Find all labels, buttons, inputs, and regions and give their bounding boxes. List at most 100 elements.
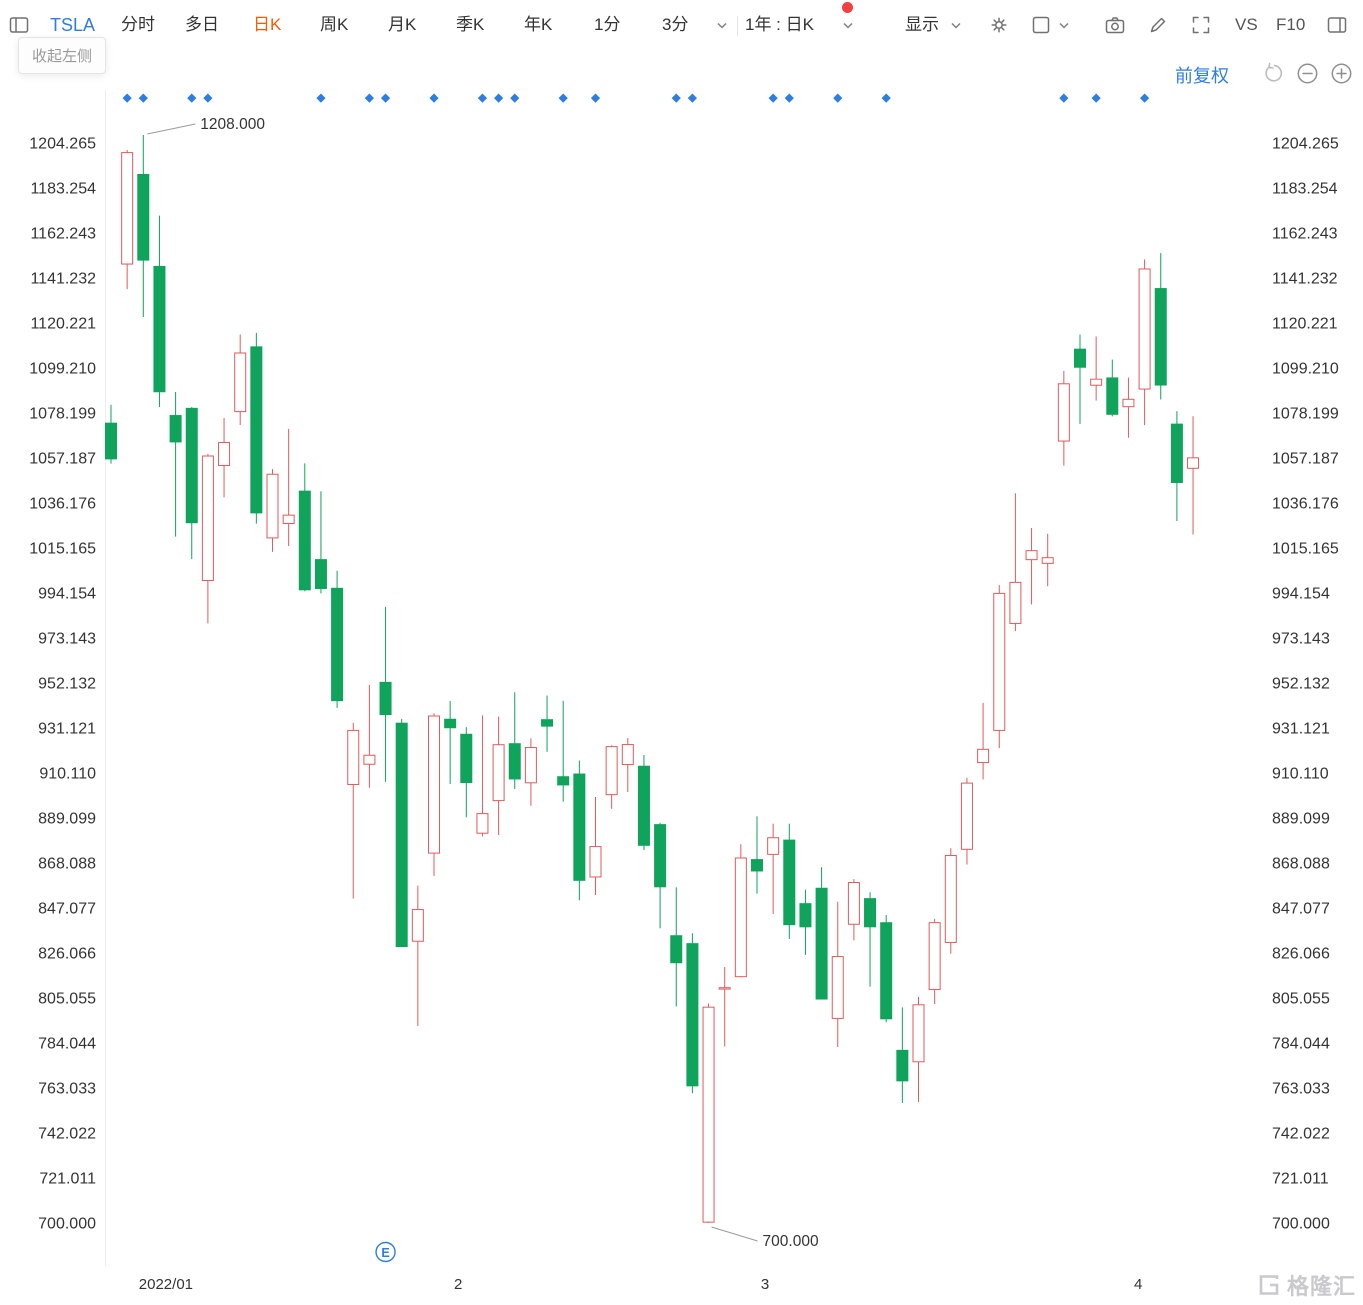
candle[interactable] [880,915,893,1023]
candle[interactable] [460,727,473,818]
tab-intraday[interactable]: 分时 [121,15,155,34]
candle[interactable] [1106,359,1119,417]
range-period-selector[interactable]: 1年 : 日K [745,15,814,34]
candle[interactable] [121,149,134,290]
candle[interactable] [831,901,844,1048]
candle[interactable] [637,755,650,851]
tab-weekly-k[interactable]: 周K [320,15,349,34]
candle[interactable] [234,334,247,426]
price-adjustment-selector[interactable]: 前复权 [1175,66,1229,86]
announcement-diamond-marker[interactable] [1091,93,1101,103]
announcement-diamond-marker[interactable] [122,93,132,103]
candle[interactable] [1154,253,1167,400]
candle[interactable] [105,404,117,464]
candle[interactable] [944,848,957,954]
candle[interactable] [411,885,424,1026]
candle[interactable] [960,777,973,865]
candle[interactable] [557,700,570,802]
candle[interactable] [1170,411,1183,522]
zoom-in-icon[interactable] [1329,61,1353,85]
tab-quarterly-k[interactable]: 季K [456,15,485,34]
announcement-diamond-marker[interactable] [590,93,601,103]
candle[interactable] [137,135,150,317]
settings-gear-icon[interactable] [988,13,1012,37]
candle[interactable] [428,713,440,876]
announcement-diamond-marker[interactable] [671,93,681,103]
candle[interactable] [1025,528,1038,605]
announcement-diamond-marker[interactable] [768,93,778,103]
candle[interactable] [1187,416,1200,535]
candle[interactable] [363,684,376,788]
candle[interactable] [993,585,1006,749]
f10-info-button[interactable]: F10 [1276,15,1306,34]
announcement-diamond-marker[interactable] [510,93,520,103]
announcement-diamond-marker[interactable] [187,93,197,103]
candle[interactable] [185,407,198,560]
display-menu[interactable]: 显示 [905,15,939,34]
candle[interactable] [605,745,618,809]
candle[interactable] [702,1003,715,1223]
announcement-diamond-marker[interactable] [138,93,148,103]
candle[interactable] [1074,334,1086,424]
candle[interactable] [379,606,392,782]
chevron-down-icon[interactable] [716,22,728,30]
candle[interactable] [153,215,166,407]
candle[interactable] [444,701,457,784]
candle[interactable] [783,823,796,940]
candle[interactable] [1009,493,1022,632]
candle[interactable] [896,1007,909,1103]
candle[interactable] [508,692,521,789]
announcement-diamond-marker[interactable] [1140,93,1150,103]
announcement-diamond-marker[interactable] [494,93,504,103]
candle[interactable] [250,332,263,524]
candle[interactable] [314,491,327,594]
candle[interactable] [734,844,747,978]
candle[interactable] [524,738,537,806]
candle[interactable] [201,453,214,624]
chevron-down-icon[interactable] [1058,22,1070,30]
candle[interactable] [977,702,990,780]
candle[interactable] [218,418,231,498]
candle[interactable] [718,967,731,1047]
candle[interactable] [298,463,311,592]
candle[interactable] [347,722,360,899]
candle[interactable] [492,716,505,835]
tab-daily-k[interactable]: 日K [253,15,282,34]
candle[interactable] [767,823,780,915]
candle[interactable] [912,996,925,1102]
announcement-diamond-marker[interactable] [429,93,439,103]
candle[interactable] [751,816,763,894]
earnings-marker[interactable] [375,1241,396,1263]
candle[interactable] [847,879,860,941]
tab-monthly-k[interactable]: 月K [388,15,417,34]
candle[interactable] [1090,336,1103,401]
candle[interactable] [1041,533,1054,587]
candle[interactable] [1122,377,1135,438]
candle[interactable] [621,738,634,793]
candle[interactable] [476,715,489,837]
candle[interactable] [589,797,602,895]
undo-icon[interactable] [1261,61,1285,85]
candle[interactable] [331,570,344,708]
tab-yearly-k[interactable]: 年K [524,15,553,34]
announcement-diamond-marker[interactable] [881,93,891,103]
candle[interactable] [282,428,295,547]
fullscreen-icon[interactable] [1190,13,1214,37]
candle[interactable] [266,469,279,552]
collapse-left-panel-icon[interactable] [8,13,32,37]
announcement-diamond-marker[interactable] [364,93,374,103]
announcement-diamond-marker[interactable] [833,93,843,103]
collapse-right-panel-icon[interactable] [1326,13,1350,37]
tab-3min[interactable]: 3分 [662,15,689,34]
draw-pencil-icon[interactable] [1147,13,1171,37]
symbol-label[interactable]: TSLA [50,15,96,35]
candle[interactable] [686,933,699,1094]
candle[interactable] [670,887,683,1007]
candle[interactable] [541,695,554,752]
candle[interactable] [864,892,877,987]
announcement-diamond-marker[interactable] [558,93,568,103]
candle[interactable] [573,760,586,901]
announcement-diamond-marker[interactable] [203,93,213,103]
chevron-down-icon[interactable] [842,22,854,30]
